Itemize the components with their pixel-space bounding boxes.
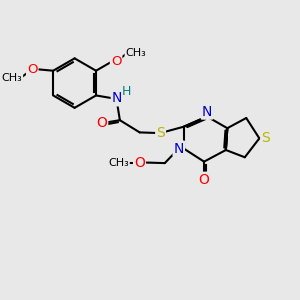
- Text: O: O: [111, 55, 121, 68]
- Text: H: H: [122, 85, 131, 98]
- Text: S: S: [156, 126, 165, 140]
- Text: N: N: [174, 142, 184, 155]
- Text: O: O: [27, 63, 38, 76]
- Text: O: O: [199, 173, 209, 187]
- Text: CH₃: CH₃: [125, 48, 146, 58]
- Text: O: O: [96, 116, 107, 130]
- Text: CH₃: CH₃: [108, 158, 129, 167]
- Text: S: S: [261, 131, 270, 146]
- Text: CH₃: CH₃: [2, 73, 22, 83]
- Text: N: N: [112, 92, 122, 105]
- Text: O: O: [134, 155, 145, 170]
- Text: N: N: [202, 105, 212, 118]
